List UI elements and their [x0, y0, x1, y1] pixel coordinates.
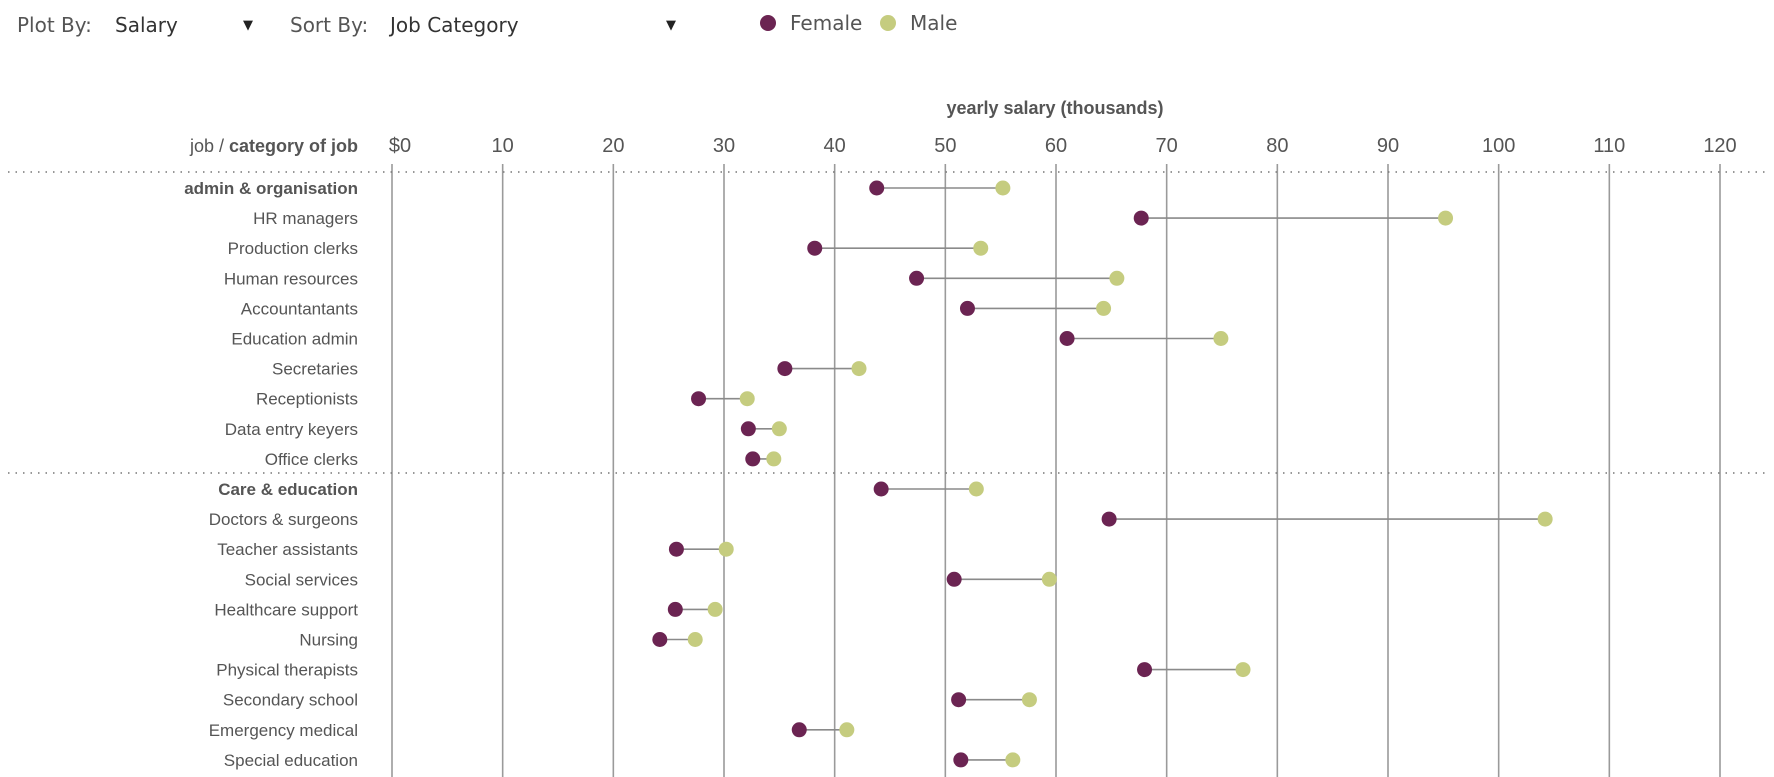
legend-female: Female [760, 11, 862, 35]
job-label: Data entry keyers [225, 420, 358, 439]
male-point [995, 180, 1011, 196]
x-tick-label: 10 [492, 135, 514, 157]
job-label: Accountantants [241, 299, 358, 318]
female-point [667, 601, 683, 617]
female-point [668, 541, 684, 557]
legend-male-label: Male [910, 11, 958, 35]
female-point [951, 692, 967, 708]
job-label: Human resources [224, 269, 358, 288]
male-point [1109, 270, 1125, 286]
job-label: Receptionists [256, 390, 358, 409]
male-dot-icon [880, 15, 896, 31]
job-label: Secondary school [223, 691, 358, 710]
x-tick-label: 110 [1593, 135, 1625, 157]
female-point [873, 481, 889, 497]
female-point [869, 180, 885, 196]
job-label: Production clerks [228, 239, 358, 258]
job-label: Education admin [231, 330, 358, 349]
job-label: HR managers [253, 209, 358, 228]
female-point [1059, 331, 1075, 346]
male-point [851, 361, 867, 377]
row-header-job: job / [189, 136, 229, 156]
male-point [839, 722, 855, 738]
x-tick-label: $0 [389, 135, 411, 157]
row-header-category: category of job [229, 136, 358, 156]
legend-male: Male [880, 11, 957, 35]
axis-title: yearly salary (thousands) [946, 98, 1163, 118]
male-point [707, 601, 723, 617]
x-tick-label: 90 [1377, 135, 1399, 157]
female-point [946, 571, 962, 587]
male-point [739, 391, 755, 407]
category-label: admin & organisation [184, 179, 358, 198]
male-point [718, 541, 734, 557]
job-label: Special education [224, 751, 358, 770]
male-point [1235, 662, 1251, 678]
row-header: job / category of job [189, 136, 358, 156]
legend-female-label: Female [790, 11, 863, 35]
female-point [652, 632, 668, 647]
x-tick-label: 20 [602, 135, 624, 157]
job-label: Emergency medical [209, 721, 358, 740]
job-label: Healthcare support [214, 600, 358, 619]
female-point [1101, 511, 1117, 527]
sort-by-label: Sort By: [290, 13, 369, 37]
category-label: Care & education [218, 480, 358, 499]
male-point [1438, 210, 1454, 226]
male-point [771, 421, 787, 437]
job-label: Nursing [299, 631, 358, 650]
chevron-down-icon: ▼ [666, 17, 676, 33]
female-point [777, 361, 793, 377]
x-tick-label: 100 [1482, 135, 1515, 157]
female-point [953, 752, 969, 768]
job-label: Doctors & surgeons [209, 510, 358, 529]
x-tick-label: 70 [1156, 135, 1178, 157]
plot-by-label: Plot By: [17, 13, 92, 37]
chevron-down-icon: ▼ [243, 17, 253, 33]
male-point [1213, 331, 1229, 346]
plot-by-select[interactable]: Salary ▼ [115, 6, 253, 44]
job-label: Physical therapists [216, 661, 358, 680]
job-label: Social services [245, 570, 358, 589]
sort-by-value: Job Category [390, 13, 519, 37]
male-point [1021, 692, 1037, 708]
male-point [1005, 752, 1021, 768]
female-point [1137, 662, 1153, 678]
male-point [1096, 300, 1112, 316]
female-point [959, 300, 975, 316]
male-point [1041, 571, 1057, 587]
female-point [791, 722, 807, 738]
x-tick-label: 80 [1266, 135, 1288, 157]
female-point [745, 451, 761, 467]
male-point [968, 481, 984, 497]
job-label: Secretaries [272, 360, 358, 379]
x-tick-label: 60 [1045, 135, 1067, 157]
male-point [766, 451, 782, 467]
female-point [909, 270, 925, 286]
x-tick-label: 120 [1703, 135, 1736, 157]
male-point [973, 240, 989, 256]
x-tick-label: 50 [934, 135, 956, 157]
job-label: Teacher assistants [217, 540, 358, 559]
plot-by-value: Salary [115, 13, 178, 37]
x-tick-label: 40 [824, 135, 846, 157]
female-point [1133, 210, 1149, 226]
female-dot-icon [760, 15, 776, 31]
male-point [1537, 511, 1553, 527]
male-point [687, 632, 703, 647]
job-label: Office clerks [265, 450, 358, 469]
controls-bar: Plot By: Salary ▼ Sort By: Job Category … [0, 0, 1000, 50]
sort-by-select[interactable]: Job Category ▼ [390, 6, 676, 44]
female-point [740, 421, 756, 437]
female-point [807, 240, 823, 256]
x-tick-label: 30 [713, 135, 735, 157]
female-point [691, 391, 707, 407]
